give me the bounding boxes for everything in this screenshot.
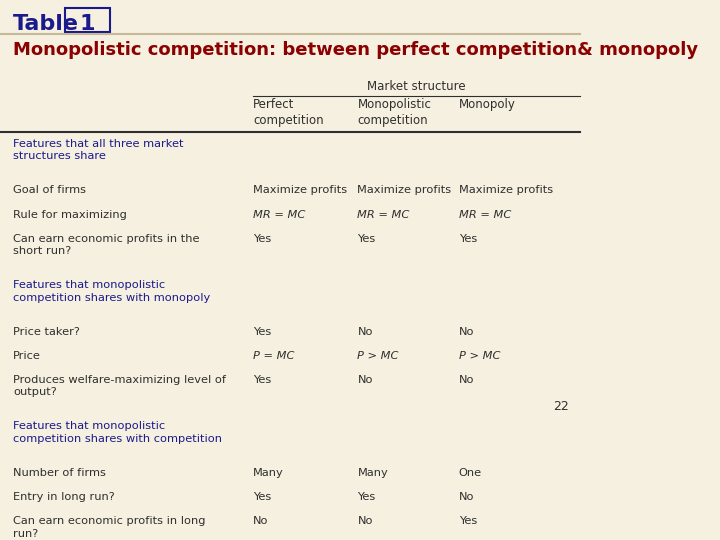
Text: Maximize profits: Maximize profits: [253, 185, 347, 195]
Text: Yes: Yes: [357, 234, 376, 244]
Text: Produces welfare-maximizing level of
output?: Produces welfare-maximizing level of out…: [13, 375, 226, 397]
Text: MR = MC: MR = MC: [357, 210, 410, 220]
Text: No: No: [357, 516, 373, 526]
Text: No: No: [357, 327, 373, 336]
Text: No: No: [459, 375, 474, 385]
Text: No: No: [357, 375, 373, 385]
Text: Many: Many: [357, 468, 388, 478]
Text: Features that monopolistic
competition shares with monopoly: Features that monopolistic competition s…: [13, 280, 210, 302]
Text: Can earn economic profits in long
run?: Can earn economic profits in long run?: [13, 516, 205, 538]
Text: Price: Price: [13, 351, 41, 361]
Text: P > MC: P > MC: [357, 351, 399, 361]
Text: Yes: Yes: [253, 492, 271, 502]
Text: Goal of firms: Goal of firms: [13, 185, 86, 195]
Text: MR = MC: MR = MC: [253, 210, 305, 220]
Text: Yes: Yes: [253, 234, 271, 244]
Text: Features that all three market
structures share: Features that all three market structure…: [13, 139, 184, 161]
Text: Can earn economic profits in the
short run?: Can earn economic profits in the short r…: [13, 234, 199, 256]
Text: Maximize profits: Maximize profits: [459, 185, 553, 195]
Text: Yes: Yes: [459, 234, 477, 244]
Text: Monopolistic competition: between perfect competition& monopoly: Monopolistic competition: between perfec…: [13, 41, 698, 59]
Text: Many: Many: [253, 468, 284, 478]
Text: Price taker?: Price taker?: [13, 327, 80, 336]
Text: Features that monopolistic
competition shares with competition: Features that monopolistic competition s…: [13, 421, 222, 444]
Text: 22: 22: [553, 400, 569, 413]
Text: Market structure: Market structure: [367, 80, 466, 93]
Text: No: No: [253, 516, 269, 526]
Text: One: One: [459, 468, 482, 478]
Text: P = MC: P = MC: [253, 351, 294, 361]
Text: P > MC: P > MC: [459, 351, 500, 361]
Text: Yes: Yes: [459, 516, 477, 526]
Text: Yes: Yes: [357, 492, 376, 502]
Text: Yes: Yes: [253, 375, 271, 385]
Text: Yes: Yes: [253, 327, 271, 336]
Text: Number of firms: Number of firms: [13, 468, 106, 478]
Text: MR = MC: MR = MC: [459, 210, 511, 220]
Text: Entry in long run?: Entry in long run?: [13, 492, 114, 502]
Text: Maximize profits: Maximize profits: [357, 185, 451, 195]
Text: 1: 1: [80, 14, 96, 34]
Text: No: No: [459, 327, 474, 336]
FancyBboxPatch shape: [65, 8, 110, 32]
Text: Monopoly: Monopoly: [459, 98, 516, 111]
Text: Perfect
competition: Perfect competition: [253, 98, 324, 127]
Text: No: No: [459, 492, 474, 502]
Text: Table: Table: [13, 14, 79, 34]
Text: Monopolistic
competition: Monopolistic competition: [357, 98, 431, 127]
Text: Rule for maximizing: Rule for maximizing: [13, 210, 127, 220]
